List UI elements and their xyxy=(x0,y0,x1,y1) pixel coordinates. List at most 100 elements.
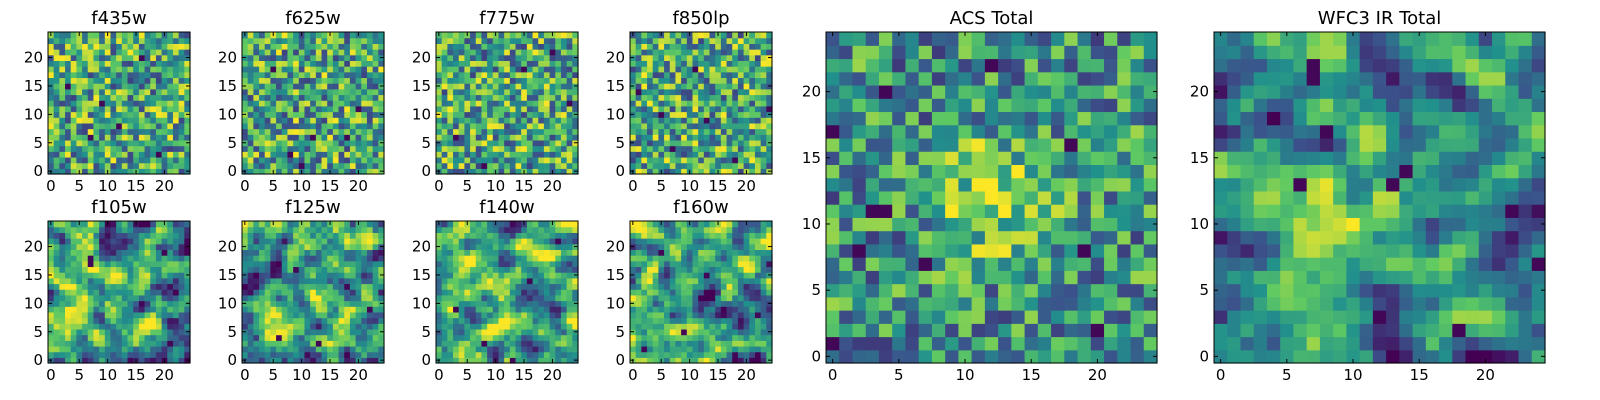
heatmap-cell xyxy=(315,71,323,79)
heatmap-cell xyxy=(555,283,562,290)
heatmap-cell xyxy=(110,77,117,84)
heatmap-cell xyxy=(447,272,454,279)
heatmap-cell xyxy=(270,134,277,141)
heatmap-cell xyxy=(315,272,323,279)
heatmap-cell xyxy=(264,134,271,141)
heatmap-cell xyxy=(504,317,511,324)
heatmap-cell xyxy=(675,54,682,61)
heatmap-cell xyxy=(259,134,266,141)
heatmap-cell xyxy=(470,105,477,113)
heatmap-cell xyxy=(658,323,665,330)
heatmap-cell xyxy=(560,168,568,175)
heatmap-cell xyxy=(675,162,682,169)
heatmap-cell xyxy=(332,111,340,118)
heatmap-cell xyxy=(436,105,443,113)
heatmap-cell xyxy=(99,272,106,279)
heatmap-cell xyxy=(635,283,642,290)
x-tick-label: 0 xyxy=(434,366,444,384)
heatmap-cell xyxy=(509,226,517,233)
heatmap-cell xyxy=(53,43,60,50)
heatmap-cell xyxy=(470,66,477,73)
heatmap-cell xyxy=(82,243,89,250)
heatmap-cell xyxy=(315,289,323,296)
heatmap-cell xyxy=(521,83,528,90)
heatmap-cell xyxy=(464,37,471,44)
heatmap-cell xyxy=(492,345,500,353)
heatmap-cell xyxy=(481,249,488,256)
heatmap-cell xyxy=(161,60,168,67)
heatmap-cell xyxy=(372,88,379,96)
heatmap-cell xyxy=(572,306,579,313)
heatmap-cell xyxy=(709,139,716,147)
heatmap-cell xyxy=(276,243,283,250)
heatmap-cell xyxy=(65,323,72,330)
heatmap-cell xyxy=(498,272,505,279)
heatmap-cell xyxy=(87,323,95,330)
heatmap-cell xyxy=(99,357,106,364)
heatmap-cell xyxy=(635,37,642,44)
heatmap-cell xyxy=(453,168,460,175)
heatmap-cell xyxy=(253,283,260,290)
heatmap-cell xyxy=(53,283,60,290)
heatmap-cell xyxy=(150,111,157,118)
heatmap-cell xyxy=(366,94,374,101)
heatmap-cell xyxy=(82,117,89,124)
heatmap-cell xyxy=(310,266,317,273)
heatmap-cell xyxy=(675,77,682,84)
heatmap-cell xyxy=(287,243,294,250)
heatmap-cell xyxy=(737,60,745,67)
heatmap-cell xyxy=(48,49,55,56)
heatmap-cell xyxy=(178,122,185,130)
heatmap-cell xyxy=(287,277,294,285)
heatmap-cell xyxy=(669,117,677,124)
heatmap-cell xyxy=(59,255,66,262)
heatmap-cell xyxy=(453,49,460,56)
heatmap-cell xyxy=(332,272,340,279)
heatmap-cell xyxy=(178,243,185,250)
heatmap-cell xyxy=(504,77,511,84)
heatmap-cell xyxy=(53,60,60,67)
heatmap-cell xyxy=(338,111,345,118)
heatmap-cell xyxy=(372,226,379,233)
heatmap-cell xyxy=(99,317,106,324)
heatmap-cell xyxy=(161,105,168,113)
heatmap-cell xyxy=(447,294,454,302)
heatmap-cell xyxy=(110,232,117,239)
heatmap-cell xyxy=(509,49,517,56)
heatmap-cell xyxy=(436,128,443,135)
heatmap-cell xyxy=(121,255,129,262)
heatmap-cell xyxy=(555,323,562,330)
heatmap-cell xyxy=(743,128,750,135)
heatmap-cell xyxy=(366,272,374,279)
heatmap-cell xyxy=(737,94,745,101)
heatmap-cell xyxy=(293,71,300,79)
heatmap-cell xyxy=(104,238,112,245)
heatmap-cell xyxy=(447,351,454,358)
heatmap-cell xyxy=(150,37,157,44)
heatmap-cell xyxy=(549,334,556,341)
heatmap-cell xyxy=(555,49,562,56)
heatmap-cell xyxy=(630,100,637,107)
heatmap-cell xyxy=(436,88,443,96)
heatmap-cell xyxy=(327,323,334,330)
heatmap-cell xyxy=(270,334,277,341)
heatmap-cell xyxy=(82,162,89,169)
x-tick-label: 10 xyxy=(98,177,117,195)
heatmap-cell xyxy=(526,323,534,330)
heatmap-cell xyxy=(82,226,89,233)
heatmap-cell xyxy=(247,88,254,96)
heatmap-cell xyxy=(720,283,728,290)
heatmap-cell xyxy=(144,32,151,39)
heatmap-cell xyxy=(436,66,443,73)
heatmap-cell xyxy=(87,306,95,313)
heatmap-cell xyxy=(184,238,191,245)
heatmap-cell xyxy=(48,226,55,233)
heatmap-cell xyxy=(293,151,300,158)
heatmap-cell xyxy=(104,289,112,296)
heatmap-cell xyxy=(760,306,767,313)
heatmap-cell xyxy=(732,351,739,358)
heatmap-cell xyxy=(464,111,471,118)
heatmap-cell xyxy=(253,54,260,61)
heatmap-cell xyxy=(138,151,146,158)
heatmap-cell xyxy=(270,60,277,67)
